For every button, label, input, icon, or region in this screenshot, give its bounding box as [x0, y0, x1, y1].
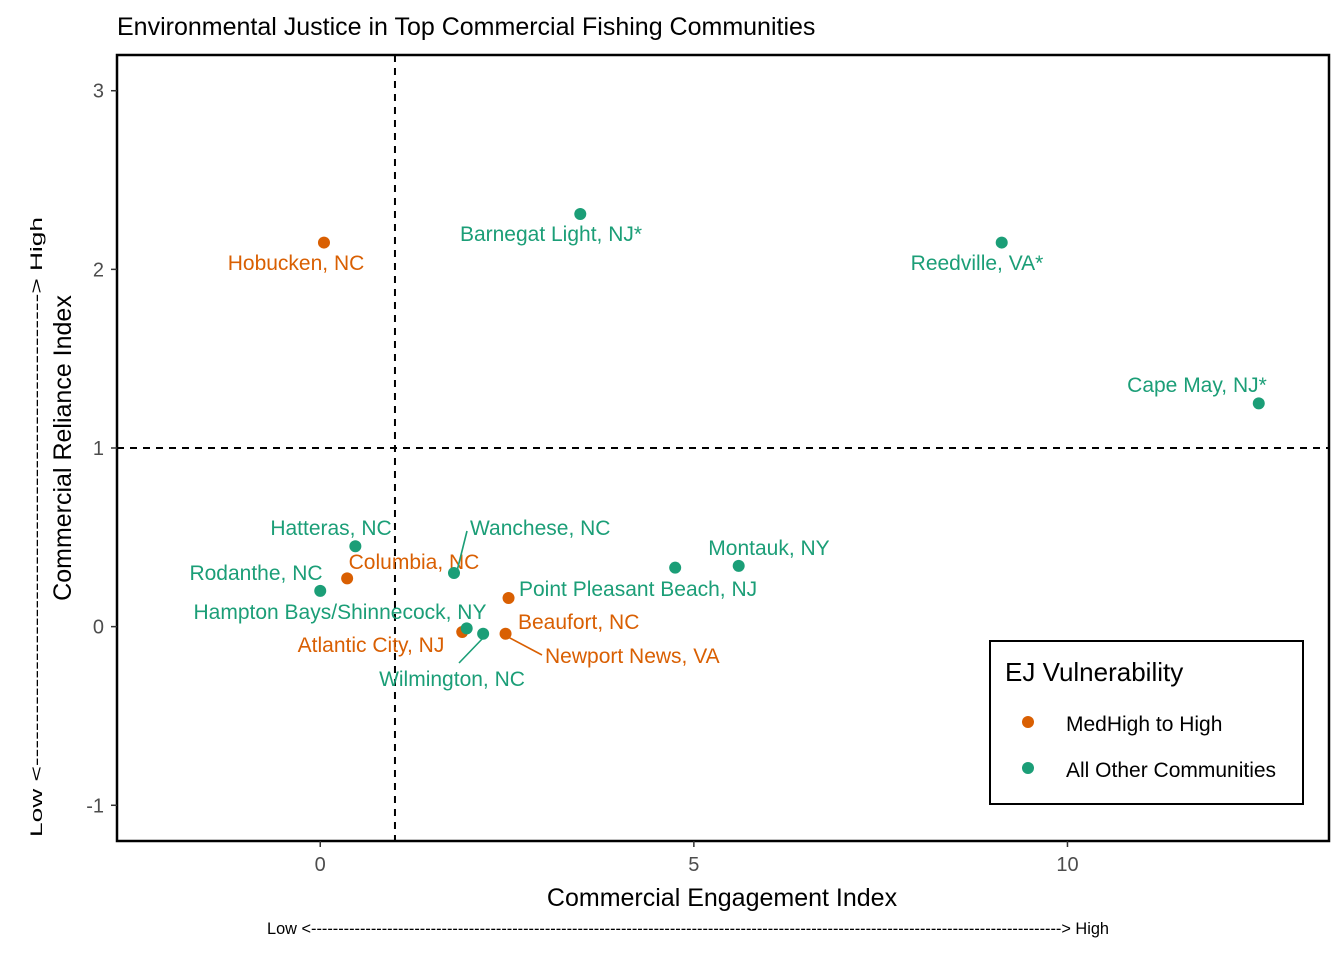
point-label-newport-news-va: Newport News, VA — [545, 645, 720, 668]
legend-title: EJ Vulnerability — [1005, 657, 1183, 687]
point-labels: Hobucken, NC Columbia, NC Beaufort, NC Atla… — [189, 223, 1266, 691]
legend: EJ Vulnerability MedHigh to High All Oth… — [989, 640, 1304, 805]
point-label-hobucken-nc: Hobucken, NC — [228, 252, 365, 275]
data-points — [314, 207, 1265, 640]
x-tick-label: 5 — [688, 854, 699, 876]
point-beaufort-nc — [502, 592, 515, 605]
point-wanchese-nc — [447, 567, 460, 580]
point-label-atlantic-city-nj: Atlantic City, NJ — [298, 634, 445, 657]
point-columbia-nc — [341, 572, 354, 585]
y-tick-label: 2 — [93, 259, 104, 281]
point-cape-may-nj — [1252, 397, 1265, 410]
point-label-barnegat-light-nj: Barnegat Light, NJ* — [460, 223, 642, 246]
y-tick-label: 0 — [93, 617, 104, 639]
leader-line-wanchese-nc — [456, 530, 468, 572]
leader-line-newport-news-va — [507, 636, 543, 656]
legend-box — [989, 640, 1304, 805]
point-wilmington-nc — [477, 627, 490, 640]
y-axis-title: Commercial Reliance Index — [49, 295, 77, 601]
legend-label-medhigh: MedHigh to High — [1066, 713, 1222, 736]
point-label-rodanthe-nc: Rodanthe, NC — [189, 562, 322, 585]
point-hobucken-nc — [317, 236, 330, 249]
legend-key-other — [1022, 762, 1034, 774]
point-label-wanchese-nc: Wanchese, NC — [470, 517, 610, 540]
y-tick-label: 1 — [93, 438, 104, 460]
y-axis-direction-label: Low <-----------------------------------… — [27, 217, 46, 837]
point-point-pleasant-beach-nj — [669, 561, 682, 574]
y-tick-label: 3 — [93, 81, 104, 103]
point-hatteras-nc — [349, 540, 362, 553]
point-label-cape-may-nj: Cape May, NJ* — [1127, 374, 1267, 397]
point-label-columbia-nc: Columbia, NC — [349, 551, 480, 574]
leader-line-wilmington-nc — [458, 636, 485, 664]
point-reedville-va — [995, 236, 1008, 249]
point-montauk-ny — [732, 559, 745, 572]
point-label-beaufort-nc: Beaufort, NC — [518, 611, 639, 634]
point-newport-news-va — [499, 627, 512, 640]
x-tick-label: 10 — [1056, 854, 1078, 876]
point-label-reedville-va: Reedville, VA* — [911, 252, 1044, 275]
x-axis-direction-label: Low <-----------------------------------… — [267, 919, 1109, 938]
y-tick-label: -1 — [86, 795, 104, 817]
axis-ticks: 0 5 10 -1 0 1 2 3 — [86, 81, 1078, 876]
chart-title: Environmental Justice in Top Commercial … — [117, 13, 815, 41]
point-barnegat-light-nj — [574, 207, 587, 220]
point-label-montauk-ny: Montauk, NY — [708, 537, 829, 560]
legend-key-medhigh — [1022, 716, 1034, 728]
point-rodanthe-nc — [314, 584, 327, 597]
legend-label-other: All Other Communities — [1066, 759, 1276, 782]
point-label-hampton-bays-shinnecock-ny: Hampton Bays/Shinnecock, NY — [194, 601, 487, 624]
point-label-point-pleasant-beach-nj: Point Pleasant Beach, NJ — [519, 578, 757, 601]
x-tick-label: 0 — [315, 854, 326, 876]
point-label-wilmington-nc: Wilmington, NC — [379, 668, 525, 691]
x-axis-title: Commercial Engagement Index — [547, 884, 898, 912]
point-label-hatteras-nc: Hatteras, NC — [270, 517, 391, 540]
point-hampton-bays-shinnecock-ny — [460, 622, 473, 635]
